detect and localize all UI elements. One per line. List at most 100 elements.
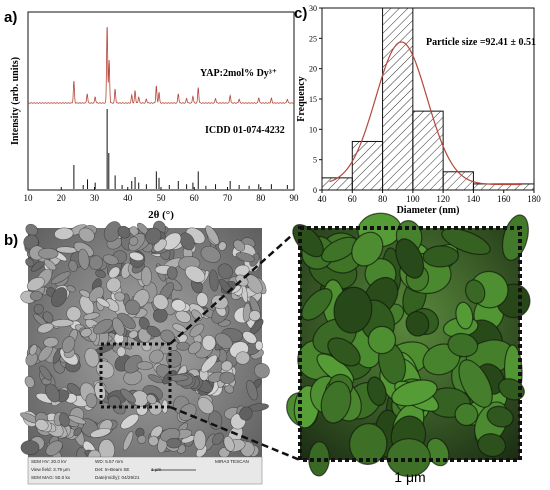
sem-grain (189, 323, 205, 338)
histogram-bar (351, 140, 384, 191)
histogram-x-tick-label: 180 (527, 194, 541, 204)
sem-grain (90, 427, 111, 438)
sem-grain (128, 330, 139, 339)
sem-grain (50, 271, 71, 285)
histogram-x-tick-label: 40 (318, 194, 328, 204)
sem-grain (95, 269, 107, 279)
histogram-x-tick-label: 140 (467, 194, 481, 204)
xrd-x-tick-label: 70 (223, 193, 233, 203)
sem-grain (66, 306, 82, 322)
xrd-x-tick-label: 20 (57, 193, 67, 203)
sem-grain (43, 336, 59, 348)
sem-grain (254, 340, 264, 351)
sem-info-text: Det: In-Beam SE (95, 467, 129, 472)
sem-grain (176, 341, 190, 351)
sem-grain (242, 331, 257, 344)
sem-grain (61, 336, 76, 354)
zoomed-grain (405, 310, 430, 337)
sem-info-text: 1 μm (151, 467, 161, 472)
sem-grain (171, 299, 186, 312)
sem-grain (108, 266, 121, 279)
sem-grain (67, 383, 82, 396)
histogram-bars (321, 7, 535, 191)
gaussian-fit-curve (329, 41, 522, 186)
sem-grain (235, 252, 255, 263)
sem-grain (167, 374, 189, 382)
sem-info-text: Date(m/d/y): 04/29/21 (95, 475, 140, 480)
sem-grain (96, 297, 110, 308)
zoomed-grain (498, 378, 525, 401)
zoomed-grain (422, 245, 459, 268)
xrd-x-tick-label: 50 (157, 193, 167, 203)
sem-grain (205, 225, 220, 245)
sem-grain (196, 292, 209, 307)
sem-grain (102, 254, 119, 266)
sem-grain (211, 294, 229, 310)
zoomed-grain (454, 402, 479, 427)
sem-grain (137, 434, 147, 444)
sem-grain (123, 354, 143, 374)
sem-grain (82, 312, 100, 320)
panel-label-c: c) (294, 5, 307, 22)
sem-grain (24, 375, 35, 389)
sem-grain (188, 341, 202, 355)
sem-grain (172, 323, 187, 333)
histogram-y-tick-label: 30 (309, 4, 317, 13)
zoom-connector-top (169, 227, 301, 345)
histogram-x-tick-label: 80 (378, 194, 388, 204)
sem-grain (201, 334, 216, 351)
sem-grain (224, 384, 234, 394)
sem-grain (217, 263, 233, 279)
sem-grain (148, 435, 159, 447)
xrd-plot-area (27, 27, 295, 189)
sem-grain (51, 287, 68, 308)
sem-grain (45, 383, 60, 403)
sem-grain (93, 319, 113, 335)
sem-grain (122, 431, 134, 451)
sem-grain-texture (20, 220, 270, 466)
zoomed-grain (327, 337, 361, 367)
sem-grain (128, 236, 139, 246)
sem-grain (253, 363, 270, 379)
histogram-x-axis-label: Diameter (nm) (397, 205, 460, 216)
sem-grain (166, 266, 178, 280)
zoomed-grain (455, 301, 474, 330)
zoomed-grain (386, 438, 431, 478)
sem-grain (114, 291, 126, 302)
zoomed-grain (320, 380, 352, 424)
sem-grain (218, 241, 227, 251)
sem-grain (42, 311, 54, 324)
histogram-bar (321, 177, 353, 191)
sem-grain (117, 225, 131, 239)
zoomed-grain (351, 231, 384, 267)
zoomed-grain (395, 238, 425, 279)
sem-grain (107, 395, 121, 409)
sem-grain (220, 360, 233, 372)
sem-grain (184, 265, 206, 283)
histogram-bar (412, 110, 444, 191)
sem-info-bar (27, 456, 263, 485)
zoomed-grain (486, 405, 514, 428)
sem-info-text: View field: 3.79 μm (31, 467, 70, 472)
histogram-y-tick-label: 10 (309, 125, 317, 134)
histogram-y-axis-label: Frequency (296, 76, 307, 121)
sem-grain (193, 429, 207, 450)
histogram-x-tick-label: 160 (497, 194, 511, 204)
xrd-chart: 10 20 30 40 50 60 70 80 90 2θ (°) Intensity (arb… (10, 11, 299, 221)
sem-grain (179, 232, 195, 251)
zoomed-grain (477, 433, 507, 457)
sem-grain (80, 328, 93, 338)
sem-grain (200, 354, 218, 373)
sem-grain (54, 227, 74, 240)
xrd-x-axis-label: 2θ (°) (148, 209, 174, 221)
sem-grain (29, 290, 43, 301)
histogram-x-ticks: 40 60 80 100 120 140 160 180 (318, 190, 541, 204)
zoomed-grain (458, 359, 493, 408)
xrd-x-tick-label: 10 (24, 193, 34, 203)
sem-grain (248, 310, 261, 322)
xrd-x-tick-label: 30 (90, 193, 100, 203)
histogram-x-tick-label: 100 (406, 194, 420, 204)
xrd-series-label-reference: ICDD 01-074-4232 (205, 125, 285, 136)
sem-grain (120, 388, 136, 404)
sem-grain (131, 390, 149, 407)
